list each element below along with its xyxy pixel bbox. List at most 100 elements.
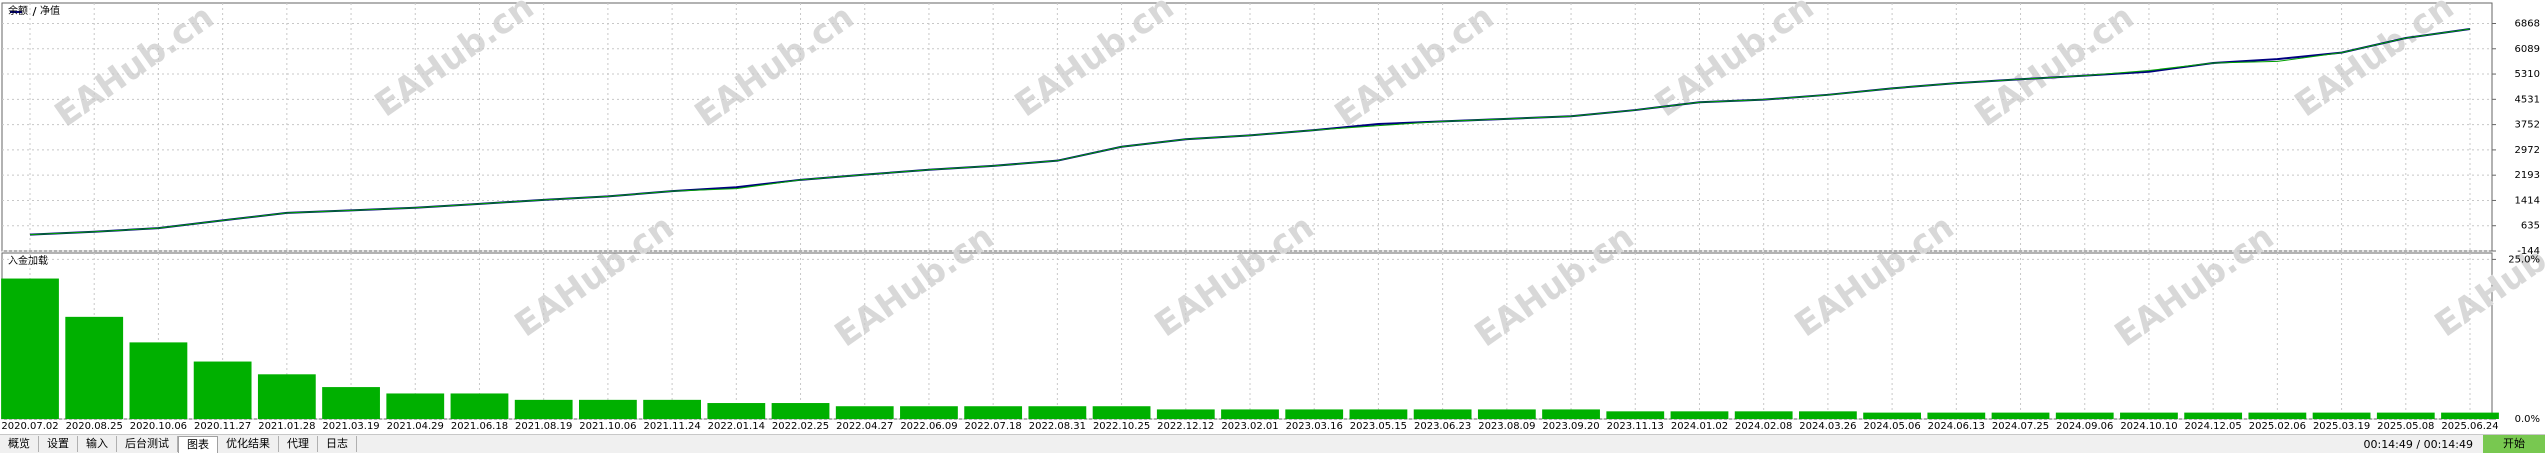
elapsed-time: 00:14:49 / 00:14:49 (2363, 437, 2473, 451)
legend-label: 余额 (8, 4, 28, 17)
bar (2376, 412, 2435, 419)
tab[interactable]: 优化结果 (218, 435, 279, 452)
tab[interactable]: 后台测试 (117, 435, 178, 452)
bar (835, 406, 894, 419)
bar (2248, 412, 2307, 419)
bar (2120, 412, 2178, 419)
x-tick-label: 2021.06.18 (451, 421, 508, 432)
x-tick-label: 2020.07.02 (1, 421, 58, 432)
bar (1156, 409, 1215, 419)
tab[interactable]: 输入 (78, 435, 117, 452)
bar (257, 374, 316, 419)
x-tick-label: 2022.04.27 (836, 421, 893, 432)
bar (1349, 409, 1408, 419)
tab[interactable]: 日志 (318, 435, 357, 452)
y-tick-label: 5310 (2515, 69, 2540, 80)
x-tick-label: 2020.08.25 (66, 421, 123, 432)
x-tick-label: 2023.02.01 (1221, 421, 1278, 432)
series-line (29, 28, 2471, 236)
x-tick-label: 2025.05.08 (2377, 421, 2434, 432)
x-tick-label: 2024.01.02 (1671, 421, 1728, 432)
x-tick-label: 2021.10.06 (579, 421, 636, 432)
bar (2055, 412, 2114, 419)
x-tick-label: 2024.10.10 (2120, 421, 2177, 432)
bar (1285, 409, 1344, 419)
y-tick-label: 4531 (2515, 94, 2540, 105)
bar (1927, 412, 1986, 419)
bar (1092, 406, 1151, 419)
bar (386, 393, 445, 419)
x-tick-label: 2022.01.14 (708, 421, 765, 432)
x-tick-label: 2022.02.25 (772, 421, 829, 432)
x-tick-label: 2025.06.24 (2441, 421, 2498, 432)
bar (964, 406, 1023, 419)
x-tick-label: 2021.11.24 (643, 421, 700, 432)
x-tick-label: 2020.10.06 (130, 421, 187, 432)
bar (2441, 412, 2499, 419)
x-tick-label: 2023.06.23 (1414, 421, 1471, 432)
y-tick-label: 0.0% (2515, 414, 2540, 425)
bar (514, 399, 573, 419)
x-tick-label: 2023.08.09 (1478, 421, 1535, 432)
x-tick-label: 2023.11.13 (1607, 421, 1664, 432)
bar (1542, 409, 1600, 419)
legend-separator (32, 6, 37, 17)
tab-bar: 概览 设置 输入 后台测试 图表 优化结果 代理 日志 00:14:49 / 00:14:49… (0, 434, 2545, 453)
y-tick-label: 1414 (2515, 195, 2540, 206)
bar (1991, 412, 2050, 419)
tabs: 概览 设置 输入 后台测试 图表 优化结果 代理 日志 (0, 435, 357, 453)
bar (771, 403, 830, 419)
background (0, 0, 2545, 434)
x-tick-label: 2024.09.06 (2056, 421, 2113, 432)
bar (1670, 411, 1729, 419)
x-tick-label: 2021.08.19 (515, 421, 572, 432)
bar (707, 403, 766, 419)
bar (1799, 411, 1857, 419)
x-tick-label: 2022.12.12 (1157, 421, 1214, 432)
bar (1, 278, 59, 419)
x-tick-label: 2024.06.13 (1928, 421, 1985, 432)
x-tick-label: 2021.01.28 (258, 421, 315, 432)
x-tick-label: 2024.07.25 (1992, 421, 2049, 432)
x-tick-label: 2023.05.15 (1350, 421, 1407, 432)
y-tick-label: 2193 (2515, 170, 2540, 181)
chart: 余额 净值 入金加载 EAHub.cn EAHub.cn EAHub.cn EAHub… (0, 0, 2545, 434)
x-tick-label: 2024.12.05 (2185, 421, 2242, 432)
bar (65, 316, 124, 419)
x-tick-label: 2023.09.20 (1542, 421, 1599, 432)
y-tick-label: 635 (2521, 221, 2540, 232)
x-tick-label: 2022.06.09 (900, 421, 957, 432)
bar (1221, 409, 1279, 419)
x-tick-label: 2021.03.19 (322, 421, 379, 432)
bar (2312, 412, 2371, 419)
x-tick-label: 2023.03.16 (1286, 421, 1343, 432)
x-tick-label: 2022.08.31 (1029, 421, 1086, 432)
bar (1413, 409, 1472, 419)
x-tick-label: 2022.10.25 (1093, 421, 1150, 432)
tab[interactable]: 代理 (279, 435, 318, 452)
bar (129, 342, 188, 419)
bar (900, 406, 958, 419)
bar (643, 399, 701, 419)
bar (579, 399, 637, 419)
legend-label: 净值 (40, 4, 60, 17)
x-tick-label: 2025.03.19 (2313, 421, 2370, 432)
x-tick-label: 2020.11.27 (194, 421, 251, 432)
y-tick-label: 25.0% (2508, 254, 2540, 265)
tab[interactable]: 概览 (0, 435, 39, 452)
tab[interactable]: 设置 (39, 435, 78, 452)
y-tick-label: 3752 (2515, 120, 2540, 131)
bar (193, 361, 252, 419)
y-tick-label: 6868 (2515, 19, 2540, 30)
y-tick-label: 6089 (2515, 44, 2540, 55)
bar (1028, 406, 1087, 419)
panel-title: 入金加载 (8, 254, 48, 267)
x-tick-label: 2024.05.06 (1863, 421, 1920, 432)
start-button[interactable]: 开始 (2483, 435, 2545, 453)
x-tick-label: 2021.04.29 (387, 421, 444, 432)
x-tick-label: 2024.03.26 (1799, 421, 1856, 432)
bar (1477, 409, 1536, 419)
bar (322, 387, 380, 419)
tab[interactable]: 图表 (178, 435, 218, 453)
